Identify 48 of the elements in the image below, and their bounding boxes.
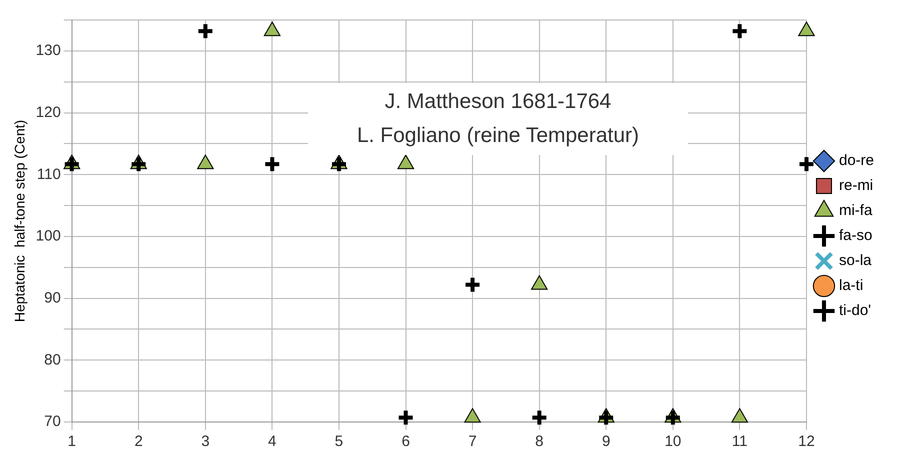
y-tick-label: 100 [36,228,61,245]
point [397,154,414,170]
y-tick-label: 130 [36,42,61,60]
legend-label: ti-do' [838,302,872,320]
point [464,408,481,423]
point [196,22,214,40]
point [531,275,548,290]
x-tick-label: 11 [732,433,748,450]
legend-label: fa-so [838,227,872,244]
text: L. Fogliano (reine Temperatur) [356,123,640,149]
x-tick-label: 7 [468,433,477,450]
point [130,155,148,174]
x-tick-label: 6 [402,433,410,450]
y-tick-label: 90 [44,289,61,306]
y-tick-label: 70 [44,413,61,430]
point [264,22,280,36]
x-tick-label: 2 [134,433,143,450]
x-tick-label: 1 [68,433,76,450]
text: J. Mattheson 1681-1764 [384,89,612,115]
point [731,408,748,423]
point [664,408,682,427]
point [263,155,282,174]
legend-label: re-mi [838,177,874,194]
point [730,22,749,40]
legend-label: la-ti [838,277,864,294]
x-tick-label: 12 [798,433,815,450]
point [797,155,816,174]
y-tick-label: 80 [44,351,61,368]
x-tick-label: 10 [664,433,682,450]
x-tick-label: 5 [334,433,344,450]
x-tick-label: 4 [268,433,276,450]
x-tick-label: 8 [535,433,544,450]
point [330,155,348,174]
y-tick-label: 110 [36,166,61,183]
point [530,408,548,427]
legend-label: so-la [838,252,872,270]
point [197,154,214,170]
point [62,155,81,174]
y-axis-title: Heptatonic half-tone step (Cent) [11,120,28,322]
legend-label: do-re [838,152,874,170]
y-tick-label: 120 [36,104,61,121]
x-tick-label: 3 [201,433,210,450]
point [597,408,616,427]
point [396,408,415,427]
legend-label: mi-fa [838,202,873,220]
x-tick-label: 9 [602,433,610,450]
point [464,276,482,294]
point [798,22,815,36]
